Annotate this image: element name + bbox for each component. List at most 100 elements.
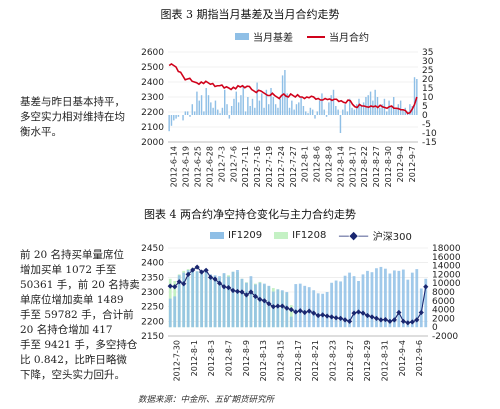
bar-basis xyxy=(288,107,291,115)
line-point-csi300 xyxy=(409,319,415,325)
bar-basis xyxy=(261,93,263,115)
bar-if1209 xyxy=(222,273,226,328)
right-axis-tick-label: 2000 xyxy=(432,314,455,324)
line-point-csi300 xyxy=(418,309,424,316)
line-point-csi300 xyxy=(230,287,236,294)
line-point-csi300 xyxy=(243,292,250,298)
legend-label-basis: 当月基差 xyxy=(253,33,293,44)
bar-if1209 xyxy=(379,266,383,328)
right-axis-tick-label: 6000 xyxy=(432,297,455,307)
bar-basis xyxy=(307,113,309,115)
figure-3-commentary: 基差与昨日基本持平， 多空实力相对维持在均 衡水平。 xyxy=(20,96,125,138)
bar-if1209 xyxy=(200,272,204,328)
bar-basis xyxy=(230,106,233,115)
bar-basis xyxy=(205,88,207,115)
line-point-csi300 xyxy=(360,310,366,316)
bar-basis xyxy=(332,89,335,115)
figure-3-legend: 当月基差 当月合约 xyxy=(235,29,369,44)
line-point-csi300 xyxy=(351,310,357,316)
right-axis-tick-label: 18000 xyxy=(432,244,461,254)
right-axis-tick-label: -15 xyxy=(422,138,437,148)
bar-if1209 xyxy=(370,272,374,328)
bar-if1209 xyxy=(392,270,396,328)
bar-if1209 xyxy=(240,278,244,328)
bar-basis xyxy=(402,109,404,115)
bar-basis xyxy=(316,111,319,115)
bar-if1209 xyxy=(384,268,387,328)
bar-basis xyxy=(399,100,402,115)
bar-basis xyxy=(193,111,196,115)
bar-basis xyxy=(226,104,228,115)
bar-basis xyxy=(314,115,316,119)
line-point-csi300 xyxy=(302,309,308,316)
bar-basis xyxy=(395,107,397,115)
data-source-note: 数据来源：中金所、五矿期货研究所 xyxy=(138,395,275,405)
bar-basis xyxy=(258,100,261,115)
bar-basis xyxy=(272,97,275,115)
bar-basis xyxy=(330,95,332,115)
bar-if1209 xyxy=(280,290,284,328)
x-axis-tick-label: 2012-8-13 xyxy=(259,340,268,381)
legend-label-csi300: 沪深300 xyxy=(372,232,412,243)
bar-basis xyxy=(291,100,293,115)
bar-basis xyxy=(170,115,173,126)
bar-basis xyxy=(374,89,376,115)
bar-if1209 xyxy=(204,269,208,328)
left-axis-tick-label: 2000 xyxy=(141,138,164,148)
line-point-csi300 xyxy=(194,264,200,270)
line-point-csi300 xyxy=(185,271,191,277)
x-axis-tick-label: 2012-7-16 xyxy=(253,146,262,187)
bar-if1209 xyxy=(307,287,311,328)
bar-basis xyxy=(189,115,191,117)
bar-if1209 xyxy=(245,282,248,328)
bar-basis xyxy=(251,98,254,115)
bar-if1209 xyxy=(334,280,338,328)
left-axis-tick-label: 2450 xyxy=(141,244,164,254)
legend-label-contract: 当月合约 xyxy=(329,33,369,44)
x-axis-tick-label: 2012-9-4 xyxy=(396,146,405,182)
bar-basis xyxy=(302,106,305,115)
bar-basis xyxy=(235,91,238,115)
bar-basis xyxy=(328,102,330,115)
x-axis-tick-label: 2012-8-14 xyxy=(336,146,345,187)
figure-4-title: 图表 4 两合约净空持仓变化与主力合约走势 xyxy=(144,208,356,221)
x-axis-tick-label: 2012-7-27 xyxy=(289,146,298,187)
bar-basis xyxy=(182,115,184,121)
line-point-csi300 xyxy=(225,285,232,291)
figure-4-commentary: 前 20 名持买单量席位 增加买单 1072 手至 50361 手，前 20 名… xyxy=(20,249,140,381)
bar-basis xyxy=(337,109,339,115)
left-axis-tick-label: 2250 xyxy=(141,303,164,313)
legend-label-if1208: IF1208 xyxy=(292,230,327,241)
x-axis-tick-label: 2012-8-1 xyxy=(301,146,310,182)
bar-basis xyxy=(233,98,235,115)
bar-basis xyxy=(168,115,170,132)
bar-if1209 xyxy=(249,276,253,328)
line-point-csi300 xyxy=(378,317,384,323)
bar-basis xyxy=(177,115,180,117)
right-axis-tick-label: 10 xyxy=(422,93,434,103)
bar-basis xyxy=(413,77,416,115)
line-point-csi300 xyxy=(364,312,371,319)
line-point-csi300 xyxy=(181,281,187,287)
x-axis-tick-label: 2012-8-22 xyxy=(360,146,369,187)
line-point-csi300 xyxy=(342,317,348,323)
bar-basis xyxy=(242,86,244,115)
line-point-csi300 xyxy=(190,267,196,273)
line-point-csi300 xyxy=(266,301,272,307)
left-axis-tick-label: 2300 xyxy=(141,288,164,298)
bar-basis xyxy=(200,95,203,115)
line-point-csi300 xyxy=(284,305,290,311)
line-point-csi300 xyxy=(297,308,303,314)
line-point-csi300 xyxy=(337,315,344,321)
line-point-csi300 xyxy=(203,267,209,273)
bar-basis xyxy=(277,107,279,115)
x-axis-tick-label: 2012-8-6 xyxy=(313,146,322,182)
left-axis-tick-label: 2100 xyxy=(141,123,164,133)
bar-if1209 xyxy=(316,293,320,328)
left-axis-tick-label: 2400 xyxy=(141,259,164,269)
bar-if1209 xyxy=(348,272,351,328)
bar-basis xyxy=(342,109,344,115)
bar-basis xyxy=(212,107,214,115)
bar-basis xyxy=(311,109,314,115)
bar-if1209 xyxy=(339,281,342,328)
